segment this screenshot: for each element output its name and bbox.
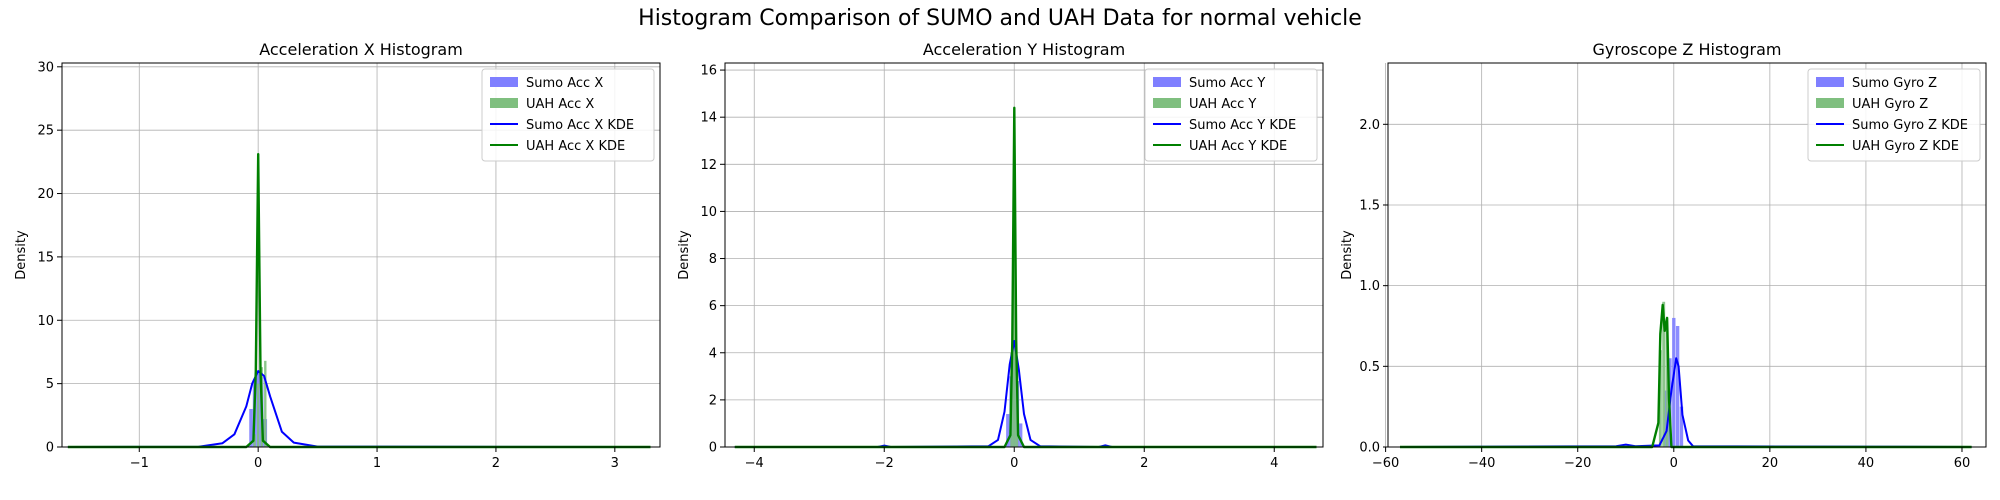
legend-label: UAH Acc Y [1189,97,1256,112]
legend-label: UAH Acc Y KDE [1189,139,1287,154]
legend-swatch [1153,98,1181,108]
y-tick-label: 2.0 [1359,118,1380,133]
legend-label: UAH Gyro Z KDE [1852,139,1959,154]
uah-hist-bar [1662,301,1666,447]
legend-label: UAH Gyro Z [1852,97,1928,112]
legend-swatch [1153,77,1181,87]
legend-label: Sumo Acc X [526,76,603,91]
legend-box [481,68,655,162]
sumo-kde-line [67,370,651,448]
y-tick-label: 8 [709,252,717,267]
legend-swatch [490,98,518,108]
sumo-hist-bar [1019,423,1023,447]
legend-box [1807,68,1981,162]
x-tick-label: 0 [1010,456,1018,471]
x-tick-label: 20 [1762,456,1779,471]
y-tick-label: 15 [37,250,54,265]
x-tick-label: −40 [1468,456,1495,471]
x-tick-label: 2 [1140,456,1148,471]
uah-hist-bar [1658,350,1662,447]
uah-kde-line [734,106,1317,449]
x-tick-label: −20 [1564,456,1591,471]
y-tick-label: 1.5 [1359,198,1380,213]
x-tick-label: 60 [1954,456,1971,471]
panel-title: Acceleration Y Histogram [923,40,1125,59]
y-tick-label: 16 [700,64,717,79]
legend: Sumo Acc Y UAH Acc Y Sumo Acc Y KDE UAH Acc… [1144,68,1318,162]
sumo-hist-bar [1679,406,1684,447]
sumo-hist-bar [249,408,253,447]
x-tick-label: 40 [1858,456,1875,471]
legend-label: UAH Acc X KDE [526,139,625,154]
legend: Sumo Acc X UAH Acc X Sumo Acc X KDE UAH Acc… [481,68,655,162]
x-tick-label: 1 [373,456,381,471]
legend-swatch [490,77,518,87]
axes-frame [1387,62,1987,448]
legend-label: Sumo Acc Y KDE [1189,118,1296,133]
y-tick-label: 12 [700,158,717,173]
x-tick-label: 2 [492,456,500,471]
y-tick-label: 2 [709,393,717,408]
legend-label: Sumo Gyro Z [1852,76,1937,91]
legend-swatch [1816,77,1844,87]
uah-kde-line [1400,303,1972,449]
axes-frame [724,62,1324,448]
x-tick-label: 4 [1270,456,1278,471]
y-tick-label: 6 [709,299,717,314]
legend-swatch [1816,98,1844,108]
uah-hist-bar [256,383,260,447]
x-tick-label: 0 [254,456,262,471]
y-axis-label: Density [1340,230,1355,280]
y-tick-label: 25 [37,124,54,139]
axes-frame [61,62,661,448]
y-tick-label: 14 [700,111,717,126]
x-tick-label: 0 [1670,456,1678,471]
panel-title: Acceleration X Histogram [259,40,463,59]
y-tick-label: 20 [37,187,54,202]
chart-panel-2: −4 −2 0 2 4 0 2 4 6 8 10 12 14 16 Acceleration Y Histo… [677,40,1324,471]
y-tick-label: 5 [46,377,54,392]
sumo-hist-bar [1672,317,1676,447]
uah-hist-bar [1012,258,1016,447]
y-tick-label: 0 [709,441,717,456]
legend-label: Sumo Gyro Z KDE [1852,118,1968,133]
legend-label: UAH Acc X [526,97,594,112]
x-tick-label: −1 [130,456,149,471]
uah-kde-line [67,152,651,449]
y-tick-label: 10 [700,205,717,220]
x-tick-label: −60 [1372,456,1399,471]
y-tick-label: 4 [709,346,717,361]
uah-hist-bar [264,360,267,447]
legend-label: Sumo Acc Y [1189,76,1265,91]
y-tick-label: 1.0 [1359,279,1380,294]
panel-title: Gyroscope Z Histogram [1593,40,1782,59]
x-tick-label: −4 [745,456,764,471]
sumo-kde-line [734,340,1317,448]
legend-label: Sumo Acc X KDE [526,118,634,133]
legend-box [1144,68,1318,162]
chart-panel-3: −60 −40 −20 0 20 40 60 0.0 0.5 1.0 1.5 2.0 Gyroscope… [1340,40,1987,471]
y-tick-label: 0.0 [1359,441,1380,456]
figure-title: Histogram Comparison of SUMO and UAH Dat… [638,6,1362,31]
y-tick-label: 0 [46,441,54,456]
x-tick-label: −2 [875,456,894,471]
y-tick-label: 30 [37,60,54,75]
x-tick-label: 3 [611,456,619,471]
sumo-hist-bar [1675,325,1680,447]
y-axis-label: Density [14,230,29,280]
sumo-kde-line [1399,357,1972,448]
legend: Sumo Gyro Z UAH Gyro Z Sumo Gyro Z KDE UAH … [1807,68,1981,162]
y-tick-label: 0.5 [1359,360,1380,375]
sumo-hist-bar [1006,414,1010,447]
uah-hist-bar [1665,325,1669,447]
y-axis-label: Density [677,230,692,280]
y-tick-label: 10 [37,314,54,329]
